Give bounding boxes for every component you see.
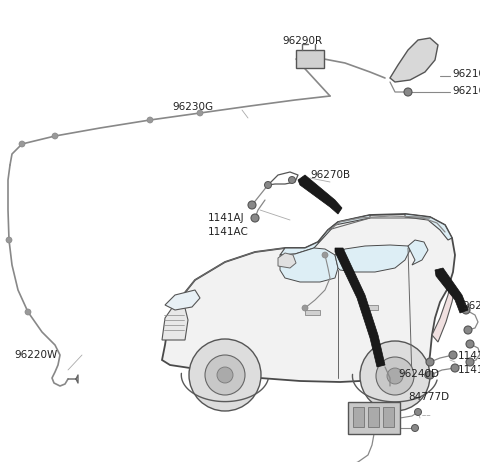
Circle shape [360,341,430,411]
Text: 1141AJ: 1141AJ [208,213,245,223]
Circle shape [426,358,434,366]
Polygon shape [408,240,428,265]
Circle shape [411,425,419,432]
Bar [383,407,394,427]
Circle shape [466,340,474,348]
Circle shape [464,326,472,334]
Circle shape [376,357,414,395]
Polygon shape [405,214,452,240]
Circle shape [6,237,12,243]
Polygon shape [305,310,320,315]
Text: 96270B: 96270B [310,170,350,180]
Circle shape [288,176,296,183]
Polygon shape [298,175,342,214]
Circle shape [189,339,261,411]
Text: 1141AC: 1141AC [208,227,249,237]
Polygon shape [162,308,188,340]
Circle shape [424,371,432,378]
Polygon shape [278,253,296,268]
Circle shape [25,309,31,315]
Text: 84777D: 84777D [408,392,449,402]
Text: 96230G: 96230G [172,102,213,112]
Circle shape [387,368,403,384]
Text: 96216: 96216 [452,86,480,96]
Text: 96210L: 96210L [452,69,480,79]
Circle shape [248,201,256,209]
Circle shape [462,306,470,314]
Circle shape [147,117,153,123]
Polygon shape [363,305,378,310]
Polygon shape [435,268,468,313]
Circle shape [19,141,25,147]
Circle shape [217,367,233,383]
Circle shape [302,305,308,311]
Circle shape [197,110,203,116]
Bar [296,50,324,68]
Polygon shape [165,290,200,310]
Polygon shape [280,248,338,282]
Polygon shape [335,248,385,367]
Polygon shape [432,285,455,342]
Circle shape [426,371,434,379]
Circle shape [451,364,459,372]
Circle shape [404,88,412,96]
Circle shape [264,182,272,188]
Bar [353,407,364,427]
Bar [368,407,379,427]
Text: 96290R: 96290R [282,36,322,46]
Circle shape [205,355,245,395]
Text: 1141AC: 1141AC [458,351,480,361]
Circle shape [449,351,457,359]
Polygon shape [280,215,370,255]
Circle shape [322,252,328,258]
Polygon shape [162,214,455,382]
Text: 1141AJ: 1141AJ [458,365,480,375]
Circle shape [52,133,58,139]
Text: 96220W: 96220W [14,350,57,360]
Circle shape [251,214,259,222]
Bar [348,402,400,434]
Circle shape [466,358,474,366]
Text: 96290Z: 96290Z [462,301,480,311]
Polygon shape [390,38,438,82]
Text: 96240D: 96240D [398,369,439,379]
Circle shape [415,408,421,415]
Polygon shape [335,245,410,272]
